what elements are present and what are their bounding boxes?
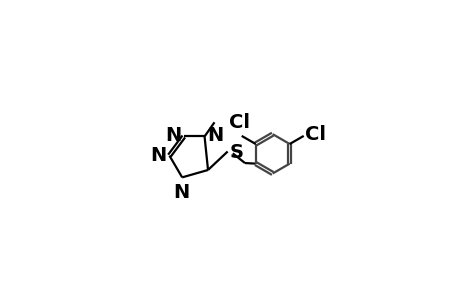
Text: N: N bbox=[173, 183, 189, 202]
Text: Cl: Cl bbox=[304, 125, 325, 144]
Text: N: N bbox=[165, 126, 181, 145]
Text: Cl: Cl bbox=[229, 113, 249, 132]
Text: N: N bbox=[207, 126, 223, 145]
Text: N: N bbox=[150, 146, 166, 165]
Text: S: S bbox=[230, 143, 243, 162]
